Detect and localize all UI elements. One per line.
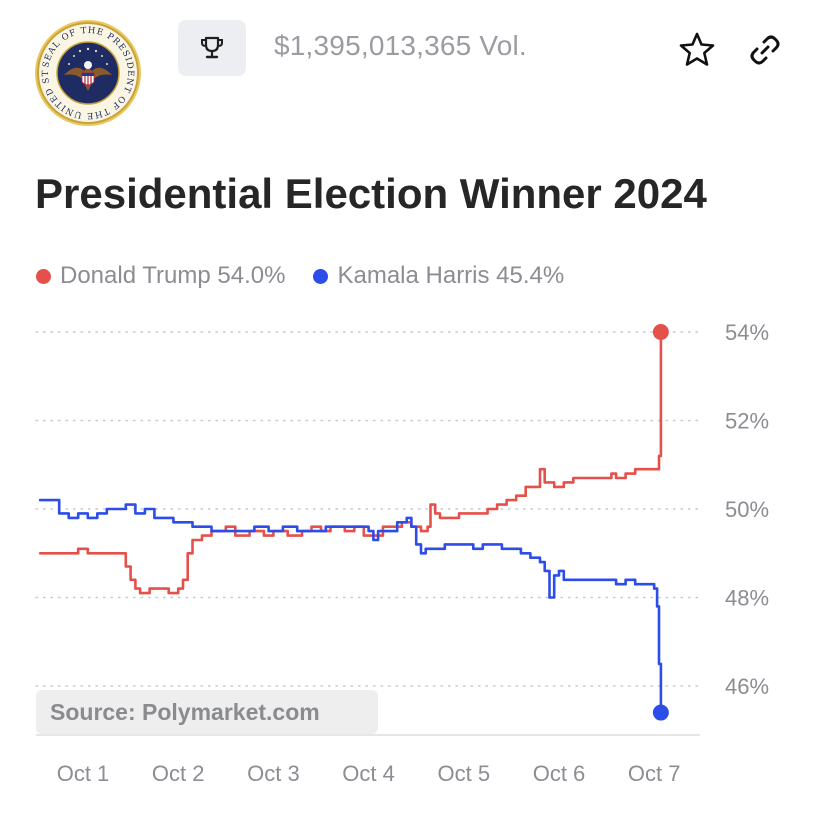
favorite-button[interactable]	[676, 29, 718, 71]
series-line-donald-trump[interactable]	[38, 330, 663, 595]
x-tick-label: Oct 7	[628, 761, 681, 786]
trophy-icon	[201, 36, 223, 59]
y-tick-label: 50%	[725, 497, 769, 522]
link-icon	[750, 35, 780, 65]
end-marker-donald-trump[interactable]	[652, 324, 669, 340]
series-line-kamala-harris[interactable]	[38, 498, 663, 714]
market-title: Presidential Election Winner 2024	[35, 170, 707, 217]
x-tick-label: Oct 3	[247, 761, 300, 786]
end-marker-kamala-harris[interactable]	[652, 704, 669, 721]
source-text: Source: Polymarket.com	[50, 698, 320, 725]
x-tick-label: Oct 5	[438, 761, 491, 786]
legend-marker-harris	[313, 268, 329, 284]
legend-item-harris[interactable]: Kamala Harris 45.4%	[313, 262, 564, 290]
chart-legend: Donald Trump 54.0% Kamala Harris 45.4%	[36, 262, 592, 290]
y-tick-label: 54%	[725, 320, 769, 345]
star-icon	[679, 32, 715, 66]
y-tick-label: 46%	[725, 674, 769, 699]
legend-marker-trump	[36, 268, 51, 284]
y-tick-label: 52%	[725, 409, 769, 434]
market-header: SEAL OF THE PRESIDENT OF THE UNITED STAT…	[0, 0, 827, 150]
x-tick-label: Oct 1	[57, 761, 110, 786]
legend-label-trump: Donald Trump 54.0%	[60, 262, 286, 289]
x-tick-label: Oct 4	[342, 761, 395, 786]
x-tick-label: Oct 6	[533, 761, 586, 786]
y-tick-label: 48%	[725, 586, 769, 611]
source-badge: Source: Polymarket.com	[36, 690, 378, 734]
legend-label-harris: Kamala Harris 45.4%	[337, 262, 565, 289]
legend-item-trump[interactable]: Donald Trump 54.0%	[36, 262, 285, 290]
copy-link-button[interactable]	[744, 29, 786, 71]
x-tick-label: Oct 2	[152, 761, 205, 786]
volume-text: $1,395,013,365 Vol.	[274, 30, 527, 61]
trophy-button[interactable]	[178, 20, 246, 76]
presidential-seal-icon: SEAL OF THE PRESIDENT OF THE UNITED STAT…	[30, 12, 142, 127]
